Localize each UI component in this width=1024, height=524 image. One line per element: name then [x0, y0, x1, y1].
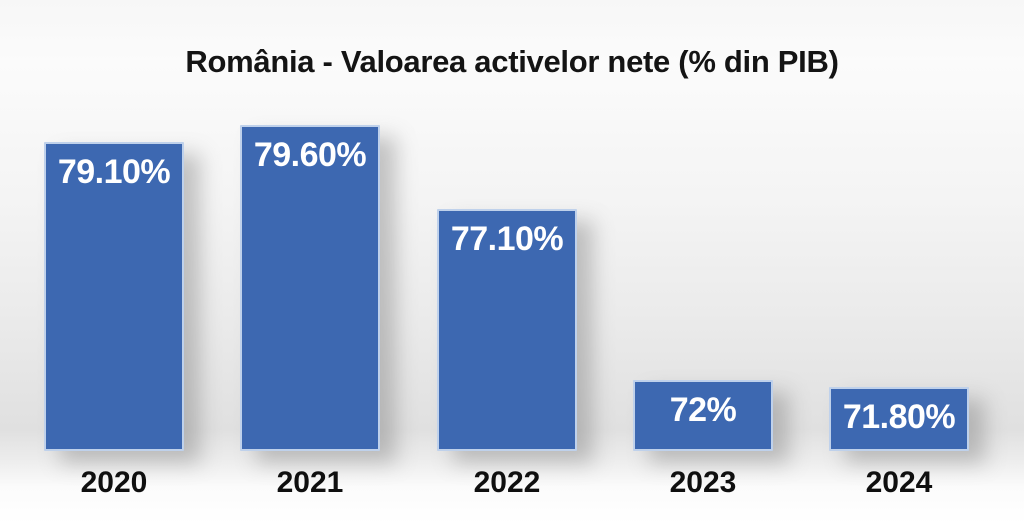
bar-2022: 77.10% [437, 209, 577, 451]
bar-value-label: 79.10% [57, 153, 171, 191]
chart-title: România - Valoarea activelor nete (% din… [185, 44, 839, 79]
x-axis-label-2021: 2021 [276, 466, 344, 499]
bar-value-label: 77.10% [450, 220, 564, 258]
bar-value-label: 71.80% [842, 398, 956, 436]
x-axis-label-2022: 2022 [473, 466, 541, 499]
bar-2021: 79.60% [240, 125, 380, 451]
bar-value-label: 72% [669, 391, 737, 429]
bar-2020: 79.10% [44, 142, 184, 451]
x-axis-label-2020: 2020 [80, 466, 148, 499]
bar-2024: 71.80% [829, 387, 969, 451]
bar-2023: 72% [633, 380, 773, 451]
x-axis-label-2023: 2023 [669, 466, 737, 499]
x-axis-label-2024: 2024 [865, 466, 933, 499]
bar-value-label: 79.60% [253, 136, 367, 174]
